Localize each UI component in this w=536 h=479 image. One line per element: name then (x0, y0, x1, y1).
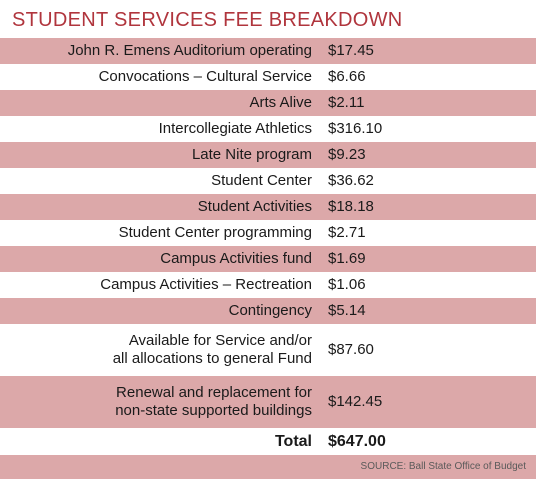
row-label: Intercollegiate Athletics (158, 120, 312, 137)
row-label: Available for Service and/or all allocati… (112, 332, 312, 367)
table-row: Campus Activities fund $1.69 (0, 246, 536, 272)
row-amount: $36.62 (328, 172, 374, 189)
table-row: John R. Emens Auditorium operating $17.45 (0, 38, 536, 64)
table-row: Student Center programming $2.71 (0, 220, 536, 246)
row-amount: $5.14 (328, 302, 366, 319)
row-label: Contingency (228, 302, 312, 319)
total-amount: $647.00 (328, 432, 386, 450)
table-row: Campus Activities – Rectreation $1.06 (0, 272, 536, 298)
table-row: Contingency $5.14 (0, 298, 536, 324)
table-title: STUDENT SERVICES FEE BREAKDOWN (12, 9, 403, 31)
table-row: Available for Service and/or all allocati… (0, 324, 536, 376)
row-amount: $316.10 (328, 120, 383, 137)
row-label: Campus Activities – Rectreation (100, 276, 312, 293)
table-row: Student Activities $18.18 (0, 194, 536, 220)
row-amount: $2.71 (328, 224, 366, 241)
row-label: Student Center programming (118, 224, 312, 241)
row-amount: $142.45 (328, 393, 383, 410)
total-row: Total $647.00 (0, 428, 536, 455)
row-amount: $17.45 (328, 42, 374, 59)
row-label: Campus Activities fund (160, 250, 312, 267)
row-amount: $87.60 (328, 341, 374, 358)
source-bar: SOURCE: Ball State Office of Budget (0, 455, 536, 479)
row-amount: $6.66 (328, 68, 366, 85)
row-label: Arts Alive (249, 94, 312, 111)
table-row: Late Nite program $9.23 (0, 142, 536, 168)
row-label: John R. Emens Auditorium operating (67, 42, 312, 59)
row-label: Student Center (211, 172, 312, 189)
row-label: Student Activities (197, 198, 312, 215)
table-row: Intercollegiate Athletics $316.10 (0, 116, 536, 142)
row-amount: $1.06 (328, 276, 366, 293)
table-row: Arts Alive $2.11 (0, 90, 536, 116)
table-row: Renewal and replacement for non-state sup… (0, 376, 536, 428)
source-note: SOURCE: Ball State Office of Budget (360, 461, 526, 472)
table-row: Convocations – Cultural Service $6.66 (0, 64, 536, 90)
row-label: Convocations – Cultural Service (98, 68, 312, 85)
row-amount: $2.11 (328, 94, 365, 111)
row-amount: $1.69 (328, 250, 366, 267)
fee-breakdown-table: John R. Emens Auditorium operating $17.45… (0, 38, 536, 479)
row-amount: $18.18 (328, 198, 374, 215)
table-row: Student Center $36.62 (0, 168, 536, 194)
row-label: Late Nite program (191, 146, 312, 163)
row-amount: $9.23 (328, 146, 366, 163)
total-label: Total (274, 432, 312, 450)
row-label: Renewal and replacement for non-state sup… (115, 384, 312, 419)
